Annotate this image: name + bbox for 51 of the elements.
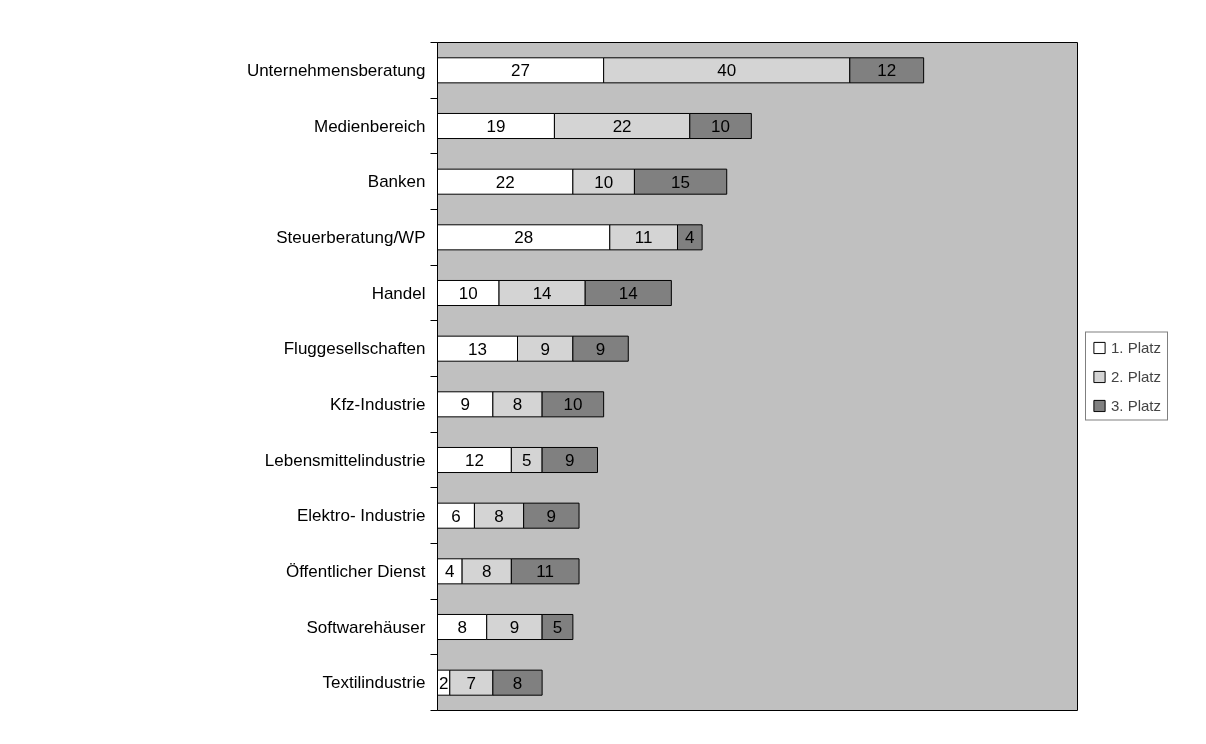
y-tick-label: Fluggesellschaften bbox=[283, 339, 426, 359]
data-label: 5 bbox=[552, 618, 563, 637]
data-label: 10 bbox=[458, 284, 478, 303]
data-label: 12 bbox=[877, 61, 897, 81]
data-label: 11 bbox=[536, 562, 555, 582]
data-label: 15 bbox=[671, 172, 691, 192]
data-label: 22 bbox=[612, 117, 632, 136]
data-label: 10 bbox=[711, 117, 731, 136]
data-label: 9 bbox=[546, 506, 557, 526]
y-tick-label: Banken bbox=[367, 172, 426, 192]
data-label: 8 bbox=[512, 673, 523, 693]
data-label: 9 bbox=[509, 618, 520, 637]
legend-label: 3. Platz bbox=[1111, 396, 1162, 414]
y-tick-label: Softwarehäuser bbox=[306, 617, 426, 637]
data-label: 12 bbox=[464, 451, 484, 470]
data-label: 27 bbox=[511, 61, 531, 81]
data-label: 9 bbox=[460, 395, 470, 415]
y-tick-label: Steuerberatung/WP bbox=[276, 227, 426, 247]
y-tick-label: Unternehmensberatung bbox=[246, 60, 426, 80]
data-label: 9 bbox=[595, 339, 606, 359]
legend-label: 1. Platz bbox=[1111, 338, 1162, 356]
data-label: 9 bbox=[540, 339, 550, 359]
data-label: 5 bbox=[522, 451, 532, 470]
data-label: 4 bbox=[445, 562, 455, 582]
data-label: 10 bbox=[594, 172, 614, 192]
data-label: 8 bbox=[457, 618, 467, 637]
data-label: 28 bbox=[514, 228, 534, 248]
data-label: 19 bbox=[486, 117, 506, 136]
y-tick-label: Öffentlicher Dienst bbox=[285, 561, 426, 581]
y-tick-label: Medienbereich bbox=[313, 116, 426, 136]
data-label: 13 bbox=[468, 339, 487, 359]
y-tick-label: Handel bbox=[371, 283, 426, 303]
data-label: 8 bbox=[494, 506, 504, 526]
data-label: 22 bbox=[495, 172, 515, 192]
data-label: 8 bbox=[482, 562, 492, 582]
data-label: 7 bbox=[466, 673, 477, 693]
data-label: 11 bbox=[634, 228, 653, 248]
data-label: 4 bbox=[685, 228, 695, 248]
legend-label: 2. Platz bbox=[1111, 367, 1162, 385]
data-label: 6 bbox=[451, 506, 461, 526]
data-label: 14 bbox=[532, 284, 552, 303]
data-label: 8 bbox=[512, 395, 523, 415]
data-label: 9 bbox=[565, 451, 575, 470]
data-label: 10 bbox=[563, 395, 583, 415]
y-tick-label: Textilindustrie bbox=[322, 673, 426, 693]
data-label: 14 bbox=[618, 284, 638, 303]
y-tick-label: Lebensmittelindustrie bbox=[264, 450, 426, 470]
y-tick-label: Kfz-Industrie bbox=[330, 394, 426, 414]
data-label: 40 bbox=[717, 61, 737, 81]
y-tick-label: Elektro- Industrie bbox=[297, 506, 426, 526]
data-label: 2 bbox=[438, 673, 449, 693]
